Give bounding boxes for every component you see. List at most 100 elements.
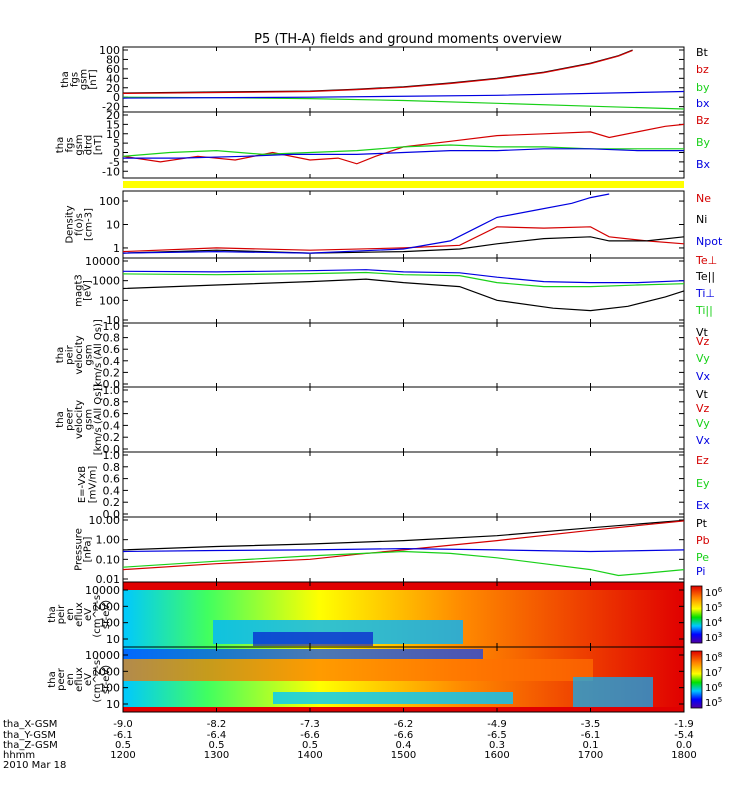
y-tick-label: 10: [106, 219, 120, 232]
y-tick-label: 0.4: [103, 419, 121, 432]
colorbar-tick-label: 105: [705, 601, 722, 614]
spectrogram-band: [123, 649, 483, 659]
x-tick-label: 0.5: [209, 740, 225, 751]
x-tick-label: -9.0: [113, 719, 133, 730]
y-tick-label: 1.0: [103, 320, 121, 333]
y-tick-label: 1000: [92, 275, 120, 288]
y-tick-label: -10: [102, 165, 120, 178]
legend-entry: Bt: [696, 46, 709, 59]
legend-entry: Pe: [696, 551, 709, 564]
panel-9: 106 105 104 103 10000 1000 100 10thapeireneflux…: [47, 581, 723, 648]
series-line-1-3: [122, 96, 685, 110]
y-tick-label: -5: [109, 156, 120, 169]
legend-entry: Pi: [696, 565, 705, 578]
legend-entry: Vt: [696, 388, 709, 401]
x-tick-label: -3.5: [581, 719, 601, 730]
legend-entry: Vz: [696, 335, 710, 348]
legend-entry: Vz: [696, 402, 710, 415]
series-line-2-1: [122, 123, 685, 165]
y-tick-label: 0.01: [96, 573, 121, 586]
colorbar-tick-label: 103: [705, 631, 722, 644]
y-tick-label: 1: [113, 242, 120, 255]
series-line-8-3: [122, 550, 685, 577]
y-tick-label: 10000: [85, 649, 120, 662]
x-tick-label: -6.1: [581, 730, 601, 741]
panel-6: 1.00.80.60.40.20.0thapeervelocitygsm[km/…: [55, 384, 710, 456]
x-tick-label: -1.9: [674, 719, 694, 730]
x-tick-label: -5.4: [674, 730, 694, 741]
x-tick-label: -7.3: [300, 719, 320, 730]
y-tick-label: 100: [99, 195, 120, 208]
y-axis-label: thapeirenefluxeV(cm^2-s-sr-eV): [47, 591, 112, 638]
y-tick-label: 100: [99, 294, 120, 307]
x-tick-label: 0.0: [676, 740, 692, 751]
y-tick-label: 10: [106, 633, 120, 646]
y-axis-label: thafgsgsmdtrd[nT]: [55, 134, 104, 155]
x-tick-label: 1600: [484, 750, 509, 761]
y-tick-label: 20: [106, 82, 120, 95]
series-line-2-3: [123, 148, 684, 159]
panel-7: 1.00.80.60.40.20.0 E=-VxB[mV/m] Ez Ey Ex: [77, 449, 710, 521]
y-tick-label: 0.10: [96, 553, 121, 566]
y-tick-label: 0.2: [103, 496, 121, 509]
x-tick-label: -6.1: [113, 730, 133, 741]
spectrogram-band: [273, 692, 513, 704]
legend-entry: Vt: [696, 326, 709, 339]
series-line-3-1: [122, 226, 685, 253]
colorbar-tick-label: 104: [705, 616, 723, 629]
legend-entry: bz: [696, 63, 709, 76]
x-tick-label: -4.9: [487, 719, 507, 730]
y-tick-label: 0.2: [103, 366, 121, 379]
y-tick-label: 0: [113, 147, 120, 160]
legend-entry: Vy: [696, 352, 710, 365]
y-tick-label: 0: [113, 91, 120, 104]
y-tick-label: 0.0: [103, 378, 121, 391]
legend-entry: Vy: [696, 417, 710, 430]
legend-entry: Bx: [696, 158, 711, 171]
y-tick-label: 100: [99, 44, 120, 57]
y-tick-label: 0.8: [103, 332, 121, 345]
y-tick-label: 10000: [85, 255, 120, 268]
x-tick-label: 0.3: [489, 740, 505, 751]
x-tick-label: -6.6: [300, 730, 320, 741]
y-axis-label: thapeirvelocitygsm[km/s (All Qs)]: [55, 319, 104, 391]
series-line-3-3: [122, 193, 610, 254]
legend-entry: Ne: [696, 192, 711, 205]
y-tick-label: 1.00: [96, 534, 121, 547]
y-tick-label: 100: [99, 682, 120, 695]
y-tick-label: 0.2: [103, 431, 121, 444]
colorbar-tick-label: 108: [705, 651, 722, 664]
y-tick-label: 80: [106, 53, 120, 66]
x-tick-label: 0.5: [115, 740, 131, 751]
series-line-8-4: [122, 547, 685, 553]
x-tick-label: 1800: [671, 750, 696, 761]
y-tick-label: 0.8: [103, 396, 121, 409]
legend-entry: Bz: [696, 114, 710, 127]
series-line-2-2: [122, 144, 684, 157]
y-tick-label: 1000: [92, 665, 120, 678]
series-line-1-4: [122, 90, 685, 99]
series-line-1-1: [122, 49, 633, 94]
x-tick-label: 1300: [204, 750, 229, 761]
spectrogram-band: [253, 632, 373, 646]
x-tick-label: -6.5: [487, 730, 507, 741]
legend-entry: Npot: [696, 235, 723, 248]
y-axis-label: thapeerenefluxeV(cm^2-s-sr-eV): [47, 656, 112, 703]
y-tick-label: 10: [106, 698, 120, 711]
legend-entry: Ni: [696, 213, 707, 226]
series-line-4-1: [122, 278, 685, 312]
panel-4: 10000 1000 100 10 magt3[eV] Te|| Ti⊥ Ti||: [73, 255, 715, 327]
legend-entry: Ey: [696, 477, 710, 490]
y-tick-label: 60: [106, 63, 120, 76]
series-line-4-2: [122, 269, 685, 284]
y-tick-label: 40: [106, 72, 120, 85]
colorbar-tick-label: 105: [705, 696, 722, 709]
panel-frame: [122, 46, 685, 113]
x-tick-label: 0.1: [583, 740, 599, 751]
y-tick-label: 0.6: [103, 473, 121, 486]
legend-entry: by: [696, 81, 710, 94]
legend-entry: Ez: [696, 454, 709, 467]
